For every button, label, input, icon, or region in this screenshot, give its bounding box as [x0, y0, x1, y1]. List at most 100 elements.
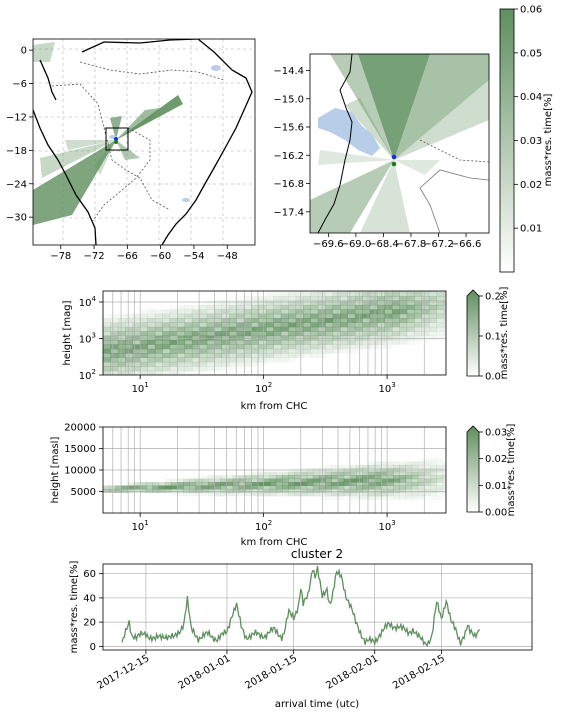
- heat-cell: [368, 485, 376, 490]
- heat-cell: [177, 348, 185, 354]
- heat-cell: [443, 296, 446, 302]
- zoom-region-box: [105, 127, 129, 151]
- heat-cell: [228, 313, 237, 319]
- heat-cell: [343, 492, 351, 497]
- heat-cell: [177, 478, 184, 483]
- colorbar-tick-label: 0.06: [520, 5, 542, 16]
- heat-cell: [374, 482, 382, 486]
- heat-cell: [424, 461, 431, 466]
- heat-cell: [332, 339, 341, 345]
- ytick-label: −16.8: [273, 179, 304, 190]
- heat-cell: [414, 291, 423, 293]
- heat-cell: [428, 326, 437, 332]
- heat-cell: [310, 291, 319, 293]
- heat-cell: [325, 488, 332, 493]
- heat-cell: [414, 300, 423, 306]
- heat-cell: [221, 318, 230, 323]
- heat-cell: [214, 485, 221, 490]
- heat-cell: [177, 482, 184, 486]
- heat-cell: [221, 322, 230, 328]
- heat-cell: [362, 488, 369, 493]
- heat-cell: [103, 357, 111, 363]
- xtick-label: −60: [150, 251, 171, 262]
- heat-cell: [393, 482, 400, 486]
- heat-cell: [430, 478, 437, 483]
- heat-cell: [265, 309, 274, 315]
- heat-cell: [251, 313, 260, 319]
- heat-cell: [273, 318, 282, 323]
- heat-cell: [362, 291, 371, 297]
- heat-cell: [117, 326, 126, 332]
- heat-cell: [184, 344, 193, 350]
- heat-cell: [243, 344, 252, 350]
- heat-cell: [221, 309, 230, 315]
- colorbar-tick-label: 0.02: [520, 180, 542, 191]
- heat-cell: [374, 488, 382, 493]
- heat-cell: [147, 370, 156, 375]
- heat-cell: [154, 309, 163, 315]
- heat-cell: [303, 326, 311, 332]
- heat-cell: [347, 339, 356, 345]
- heat-cell: [133, 482, 141, 486]
- heat-cell: [294, 492, 302, 497]
- heat-cell: [325, 482, 332, 486]
- heat-cell: [189, 478, 197, 483]
- heat-cell: [295, 331, 304, 337]
- heat-cell: [424, 475, 431, 480]
- ytick-label: −16.2: [273, 151, 304, 162]
- heat-cell: [199, 335, 208, 341]
- heat-cell: [421, 331, 430, 337]
- heat-cell: [362, 478, 369, 483]
- heat-cell: [436, 304, 445, 310]
- heat-cell: [442, 461, 446, 466]
- heat-cell: [110, 348, 119, 354]
- heat-cell: [199, 348, 208, 354]
- heat-cell: [430, 464, 437, 469]
- heat-cell: [282, 492, 289, 497]
- heat-cell: [214, 361, 223, 367]
- heat-cell: [288, 335, 297, 341]
- heat-cell: [377, 300, 385, 306]
- heat-cell: [374, 461, 382, 466]
- heat-cell: [362, 318, 371, 323]
- heat-cell: [362, 464, 369, 469]
- heat-cell: [147, 366, 156, 372]
- heat-cell: [436, 488, 444, 493]
- heat-cell: [184, 361, 193, 367]
- heat-cell: [337, 495, 345, 500]
- heat-cell: [340, 322, 348, 328]
- heat-cell: [201, 485, 209, 490]
- heat-cell: [295, 291, 304, 297]
- heat-cell: [325, 313, 334, 319]
- heat-cell: [265, 335, 274, 341]
- heat-cell: [374, 478, 382, 483]
- heat-cell: [214, 488, 221, 493]
- heat-cell: [417, 482, 425, 486]
- heat-cell: [362, 335, 371, 341]
- heat-cell: [391, 300, 400, 306]
- heat-cell: [221, 366, 230, 372]
- heat-cell: [288, 344, 297, 350]
- heat-cell: [310, 348, 319, 354]
- heat-cell: [280, 335, 289, 341]
- heat-cell: [347, 322, 356, 328]
- heat-cell: [303, 339, 311, 345]
- heat-cell: [421, 304, 430, 310]
- heat-cell: [117, 318, 126, 323]
- heat-cell: [417, 492, 425, 497]
- ytick-label: 60: [83, 569, 96, 580]
- heat-cell: [191, 331, 200, 337]
- heat-cell: [312, 485, 320, 490]
- heat-cell: [384, 296, 393, 302]
- heat-cell: [369, 335, 378, 341]
- heat-cell: [258, 322, 267, 328]
- heat-cell: [154, 322, 163, 328]
- heat-cell: [374, 475, 382, 480]
- heat-cell: [184, 357, 193, 363]
- heat-cell: [303, 344, 311, 350]
- heat-cell: [183, 485, 190, 490]
- heat-cell: [221, 344, 230, 350]
- heat-cell: [103, 348, 111, 354]
- heat-cell: [257, 478, 265, 483]
- heat-cell: [214, 357, 223, 363]
